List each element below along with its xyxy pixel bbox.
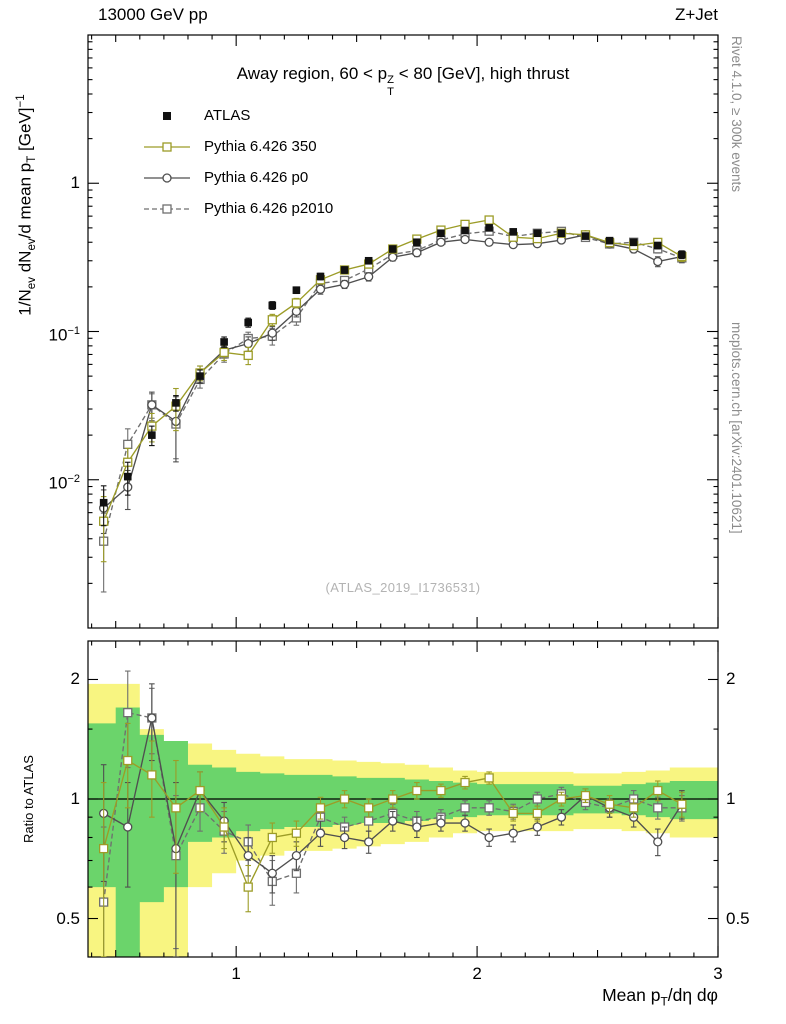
analysis-watermark: (ATLAS_2019_I1736531) [325, 580, 481, 595]
x-tick-label: 2 [472, 964, 482, 983]
legend-marker-square-open-icon [144, 203, 190, 214]
rivet-version-label: Rivet 4.1.0, ≥ 300k events [729, 36, 744, 192]
legend-item: Pythia 6.426 350 [142, 131, 333, 162]
y-tick-label-main: 10−1 [48, 324, 80, 345]
legend-marker-square-filled-icon [163, 111, 171, 120]
legend: ATLAS Pythia 6.426 350 Pythia 6.426 p0 Pyth… [142, 100, 333, 224]
beam-energy-label: 13000 GeV pp [98, 5, 208, 24]
legend-item: Pythia 6.426 p0 [142, 162, 333, 193]
y-tick-label-ratio-left: 1 [70, 789, 80, 808]
axis-ticks [88, 35, 719, 957]
legend-item-label: Pythia 6.426 350 [204, 138, 317, 155]
legend-item-label: Pythia 6.426 p0 [204, 169, 309, 186]
legend-marker-square-open-icon [144, 141, 190, 152]
process-label: Z+Jet [675, 5, 718, 24]
y-tick-label-main: 10−2 [48, 472, 80, 493]
legend-marker-circle-open-icon [144, 172, 190, 183]
y-tick-label-ratio-right: 1 [726, 789, 736, 808]
y-tick-label-ratio-left: 2 [70, 669, 80, 689]
uncertainty-band-green [88, 707, 718, 957]
x-tick-label: 1 [231, 964, 241, 983]
legend-item: ATLAS [142, 100, 333, 131]
legend-item-label: ATLAS [204, 107, 251, 124]
plot-header: 13000 GeV pp Z+Jet [88, 5, 718, 25]
y-tick-label-main: 1 [70, 173, 80, 193]
legend-item: Pythia 6.426 p2010 [142, 193, 333, 224]
ratio-panel-series [99, 670, 687, 957]
y-tick-label-ratio-left: 0.5 [56, 908, 80, 928]
legend-item-label: Pythia 6.426 p2010 [204, 200, 334, 217]
y-tick-label-ratio-right: 0.5 [726, 908, 750, 928]
main-panel-series [99, 215, 687, 593]
mcplots-credit-label: mcplots.cern.ch [arXiv:2401.10621] [729, 322, 744, 534]
x-tick-label: 3 [713, 964, 723, 983]
x-axis-label: Mean pT/dη dφ [602, 985, 718, 1009]
y-tick-label-ratio-right: 2 [726, 669, 736, 689]
